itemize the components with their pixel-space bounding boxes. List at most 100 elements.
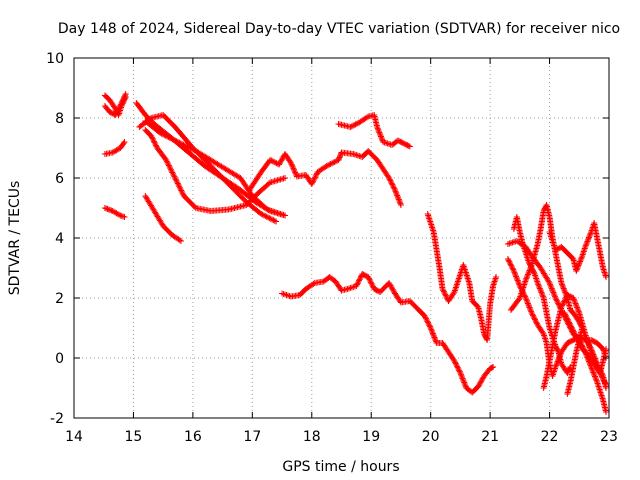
data-point [353,283,360,289]
data-point [570,295,577,301]
data-point [454,363,461,370]
data-point [173,138,180,145]
data-point [165,134,172,141]
y-tick-label: 10 [46,51,64,67]
data-point [291,168,298,175]
data-point [459,375,466,382]
data-point [431,335,438,342]
data-point [428,327,435,334]
data-point [490,364,497,370]
data-point [573,335,580,342]
y-tick-label: -2 [50,411,64,427]
data-point [118,100,125,106]
data-point [119,97,126,104]
data-point [479,375,486,382]
data-point [390,183,397,189]
x-tick-label: 21 [481,429,499,445]
data-point [535,282,542,289]
data-point [165,161,172,168]
data-point [459,374,466,381]
data-point [522,277,529,283]
data-point [428,326,435,333]
data-point [460,376,467,383]
data-point [450,290,457,297]
data-point [429,330,436,337]
data-point [152,141,159,147]
data-point [493,274,500,280]
data-point [576,340,583,347]
data-point [561,297,568,304]
data-point [552,364,559,370]
data-point [267,215,274,222]
data-point [163,157,170,163]
data-point [150,137,157,143]
data-point [394,192,401,199]
data-point [572,332,579,339]
series-arc-s [546,220,610,280]
data-point [170,172,177,179]
series-arc-c [101,139,128,157]
data-point [175,181,182,188]
data-point [440,288,447,295]
data-point [354,280,361,287]
data-point [575,307,582,314]
data-point [548,285,555,292]
data-point [163,158,170,165]
data-point [524,272,531,279]
data-point [266,215,273,222]
data-point [171,173,178,180]
data-point [553,297,560,304]
data-point [586,343,593,350]
data-point [569,326,576,332]
data-point [549,288,556,295]
data-point [394,193,401,200]
data-point [351,122,358,129]
data-point [277,158,284,165]
data-point [268,157,275,164]
series-arc-l [279,271,497,396]
data-point [174,180,181,187]
data-point [574,304,581,311]
data-point [571,299,578,306]
data-point [186,144,193,151]
data-point [524,271,531,278]
x-tick-label: 14 [65,429,83,445]
data-point [396,199,403,206]
data-point [348,123,355,130]
data-point [548,284,555,291]
data-point [526,303,533,310]
data-point [170,136,177,143]
data-point [523,296,530,303]
data-point [187,145,194,152]
data-point [159,131,166,138]
data-point [567,322,574,328]
data-point [462,382,469,389]
data-point [584,238,591,245]
data-point [117,101,124,108]
data-point [282,175,289,181]
data-point [570,327,577,334]
data-point [562,296,569,302]
data-point [535,281,542,288]
series-arc-k [335,112,413,150]
data-point [532,318,539,324]
data-point [388,283,395,290]
data-point [312,174,319,181]
data-point [162,132,169,139]
data-point [169,170,176,177]
data-point [590,369,597,376]
data-point [522,295,529,301]
data-point [531,315,538,322]
x-tick-label: 16 [184,429,202,445]
data-point [121,139,128,145]
data-point [310,178,317,185]
y-tick-label: 8 [55,111,64,127]
data-point [513,273,520,280]
data-point [292,169,299,176]
data-point [442,292,449,299]
data-point [603,385,610,391]
data-point [523,275,530,282]
data-point [513,274,520,281]
data-point [461,380,468,387]
